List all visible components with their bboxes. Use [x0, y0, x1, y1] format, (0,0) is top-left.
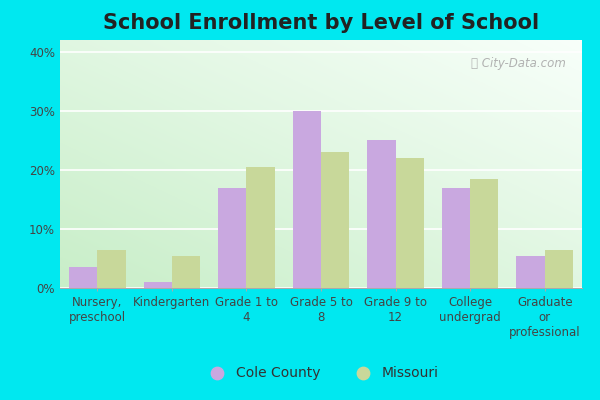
Bar	[367, 140, 395, 288]
Bar	[321, 152, 349, 288]
Bar	[293, 111, 321, 288]
Bar	[517, 256, 545, 288]
Legend: Cole County, Missouri: Cole County, Missouri	[197, 360, 445, 385]
Bar	[143, 282, 172, 288]
Text: ⓘ City-Data.com: ⓘ City-Data.com	[472, 57, 566, 70]
Bar	[218, 188, 247, 288]
Bar	[247, 167, 275, 288]
Bar	[97, 250, 125, 288]
Bar	[395, 158, 424, 288]
Bar	[470, 179, 499, 288]
Bar	[69, 267, 97, 288]
Bar	[442, 188, 470, 288]
Bar	[172, 256, 200, 288]
Bar	[545, 250, 573, 288]
Title: School Enrollment by Level of School: School Enrollment by Level of School	[103, 13, 539, 33]
